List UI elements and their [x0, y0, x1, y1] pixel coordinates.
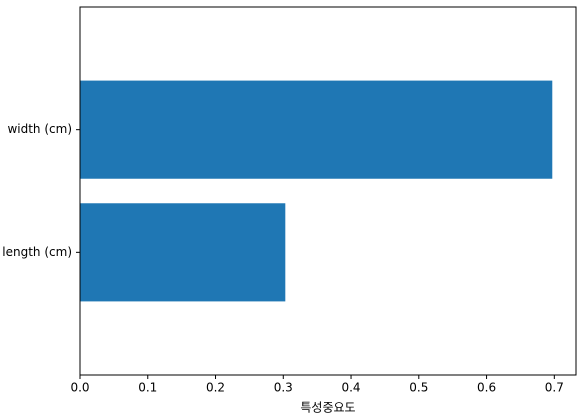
y-tick-label: width (cm) [7, 122, 72, 136]
y-tick-label: length (cm) [2, 245, 72, 259]
x-axis-label: 특성중요도 [300, 401, 355, 415]
x-tick-label: 0.2 [206, 381, 225, 395]
x-tick-label: 0.1 [138, 381, 157, 395]
x-tick-label: 0.3 [274, 381, 293, 395]
x-tick-label: 0.6 [477, 381, 496, 395]
bar [80, 80, 553, 179]
x-tick-label: 0.5 [409, 381, 428, 395]
x-tick-label: 0.0 [70, 381, 89, 395]
x-tick-label: 0.4 [341, 381, 360, 395]
plot-frame [79, 6, 577, 376]
x-tick-label: 0.7 [545, 381, 564, 395]
bar [80, 203, 286, 302]
